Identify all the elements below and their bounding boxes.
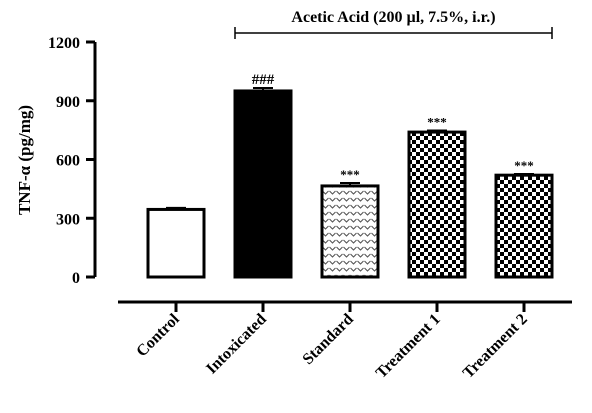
bracket-label: Acetic Acid (200 µl, 7.5%, i.r.) [291, 9, 495, 26]
bar-standard [320, 184, 380, 279]
significance-label: ### [252, 72, 275, 88]
significance-label: *** [514, 158, 534, 173]
y-tick-label: 1200 [48, 35, 80, 52]
y-tick-label: 300 [56, 211, 80, 228]
significance-label: *** [340, 167, 360, 182]
x-tick-label: Intoxicated [203, 311, 270, 378]
bar-treatment-1 [407, 130, 467, 279]
significance-label: *** [427, 115, 447, 130]
x-tick-label: Standard [300, 311, 357, 368]
x-tick-label: Control [133, 310, 183, 360]
x-tick-label: Treatment 1 [373, 311, 444, 382]
bar-control [146, 207, 206, 279]
y-tick-label: 900 [56, 94, 80, 111]
x-tick-label: Treatment 2 [460, 311, 531, 382]
y-tick-label: 600 [56, 153, 80, 170]
y-axis-title: TNF-α (pg/mg) [15, 105, 34, 215]
y-tick-label: 0 [72, 270, 80, 287]
bar-intoxicated [233, 89, 293, 279]
bar-treatment-2 [494, 173, 554, 279]
